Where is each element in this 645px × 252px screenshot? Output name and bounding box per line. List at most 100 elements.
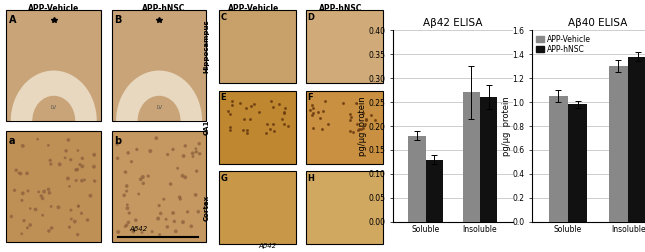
Point [123, 151, 134, 155]
Point [76, 211, 86, 215]
Point [23, 189, 33, 193]
Point [279, 122, 290, 126]
Point [61, 149, 72, 153]
Point [71, 178, 81, 182]
Point [191, 147, 201, 151]
Point [71, 168, 81, 172]
Point [345, 118, 355, 122]
Point [352, 121, 362, 125]
Point [315, 116, 325, 120]
Point [155, 211, 166, 215]
Point [54, 205, 64, 209]
Text: Aβ42: Aβ42 [259, 243, 277, 249]
Text: Aβ42: Aβ42 [129, 226, 147, 232]
Point [361, 118, 372, 122]
Text: LV: LV [156, 105, 162, 110]
Bar [306, 10, 383, 83]
Text: a: a [8, 136, 15, 146]
Point [72, 233, 83, 237]
Point [15, 172, 26, 176]
Point [155, 233, 165, 237]
Point [346, 115, 357, 119]
Point [74, 204, 84, 208]
Point [159, 197, 169, 201]
Point [307, 103, 317, 107]
Text: LV: LV [51, 105, 57, 110]
Point [77, 179, 87, 183]
Point [193, 210, 203, 214]
Point [131, 218, 141, 222]
Point [30, 207, 41, 211]
Point [370, 117, 380, 121]
Point [308, 126, 318, 130]
Point [277, 117, 287, 121]
Point [344, 129, 355, 133]
Point [70, 219, 80, 224]
Point [360, 122, 370, 126]
Point [120, 225, 130, 229]
Point [63, 138, 74, 142]
Point [128, 230, 139, 234]
Point [186, 224, 197, 228]
Point [249, 102, 259, 106]
Point [39, 190, 49, 194]
Bar [549, 96, 568, 222]
Point [128, 228, 138, 232]
Bar [219, 10, 295, 83]
Bar [609, 66, 628, 222]
Bar [112, 131, 206, 242]
Point [75, 163, 85, 167]
Text: APP-Vehicle: APP-Vehicle [28, 4, 79, 13]
Text: CA1: CA1 [203, 119, 209, 135]
Point [322, 122, 333, 127]
Point [44, 229, 54, 233]
Point [355, 127, 366, 131]
Point [244, 117, 255, 121]
Text: G: G [220, 174, 227, 183]
Point [177, 174, 188, 178]
Point [153, 216, 163, 220]
Point [246, 104, 256, 108]
Point [241, 106, 252, 110]
Point [124, 211, 134, 215]
Point [175, 197, 186, 201]
Point [238, 128, 248, 132]
Point [137, 175, 148, 179]
Point [279, 110, 290, 114]
Point [135, 177, 146, 181]
Point [46, 226, 57, 230]
Point [261, 131, 271, 135]
Point [226, 103, 237, 107]
Point [307, 113, 317, 117]
Point [123, 206, 133, 210]
Point [338, 101, 348, 105]
Point [60, 156, 70, 160]
Point [85, 194, 95, 198]
Point [283, 124, 293, 128]
Point [138, 181, 148, 185]
Point [34, 190, 44, 194]
Point [17, 191, 28, 195]
Point [89, 165, 99, 169]
Bar [6, 131, 101, 242]
Point [143, 174, 154, 178]
Point [45, 159, 55, 163]
Point [175, 195, 185, 199]
Point [354, 127, 364, 131]
Point [279, 111, 289, 115]
Point [89, 153, 99, 157]
Point [357, 125, 368, 130]
Point [265, 99, 275, 103]
Point [318, 109, 328, 113]
Point [22, 171, 32, 175]
Wedge shape [11, 71, 97, 121]
Point [17, 198, 27, 202]
Bar [480, 97, 497, 222]
Point [242, 131, 252, 135]
Point [273, 102, 284, 106]
Point [46, 162, 56, 166]
Point [119, 193, 130, 197]
Point [180, 175, 190, 179]
Point [54, 162, 64, 166]
Point [225, 128, 235, 132]
